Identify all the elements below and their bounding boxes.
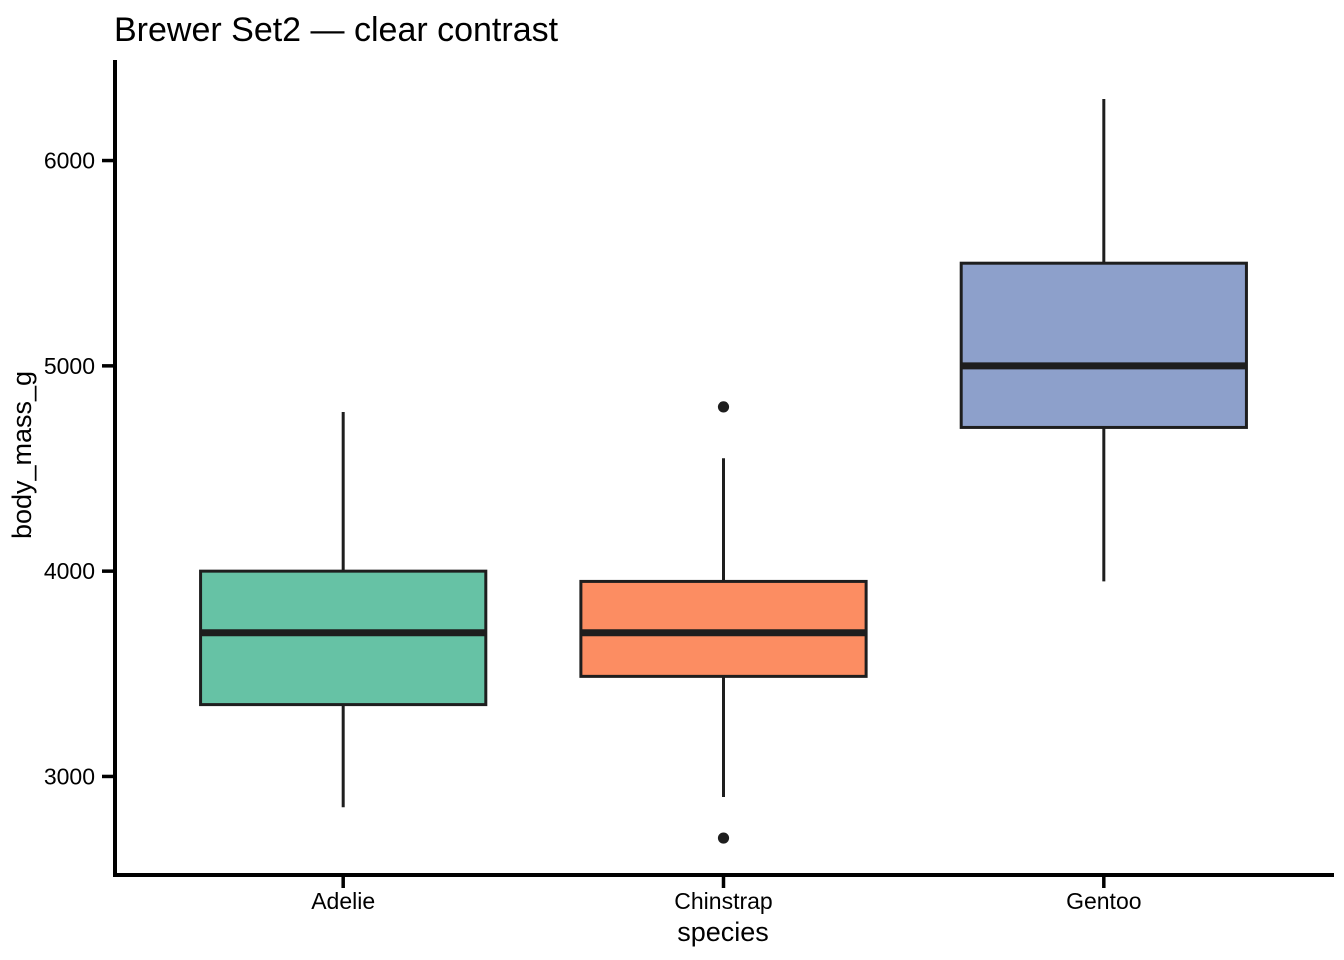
- x-axis-title: species: [677, 917, 769, 947]
- y-tick-label: 4000: [44, 558, 95, 584]
- x-tick-label: Gentoo: [1066, 888, 1141, 914]
- box-layer: [199, 98, 1248, 844]
- iqr-box: [199, 569, 488, 707]
- box-gentoo: [959, 98, 1248, 582]
- box-adelie: [199, 412, 488, 808]
- iqr-box: [579, 579, 868, 678]
- x-tick-label: Adelie: [311, 888, 375, 914]
- box-chinstrap: [579, 401, 868, 844]
- y-axis-title: body_mass_g: [7, 371, 37, 539]
- outlier-point: [717, 832, 730, 844]
- iqr-box: [959, 261, 1248, 429]
- y-tick-label: 6000: [44, 148, 95, 174]
- chart-title: Brewer Set2 — clear contrast: [114, 11, 559, 49]
- y-axis-ticks: 3000 4000 5000 6000: [44, 148, 115, 789]
- outlier-point: [717, 401, 730, 413]
- y-tick-label: 5000: [44, 353, 95, 379]
- x-axis-ticks: Adelie Chinstrap Gentoo: [311, 875, 1142, 914]
- y-tick-label: 3000: [44, 763, 95, 789]
- x-tick-label: Chinstrap: [674, 888, 772, 914]
